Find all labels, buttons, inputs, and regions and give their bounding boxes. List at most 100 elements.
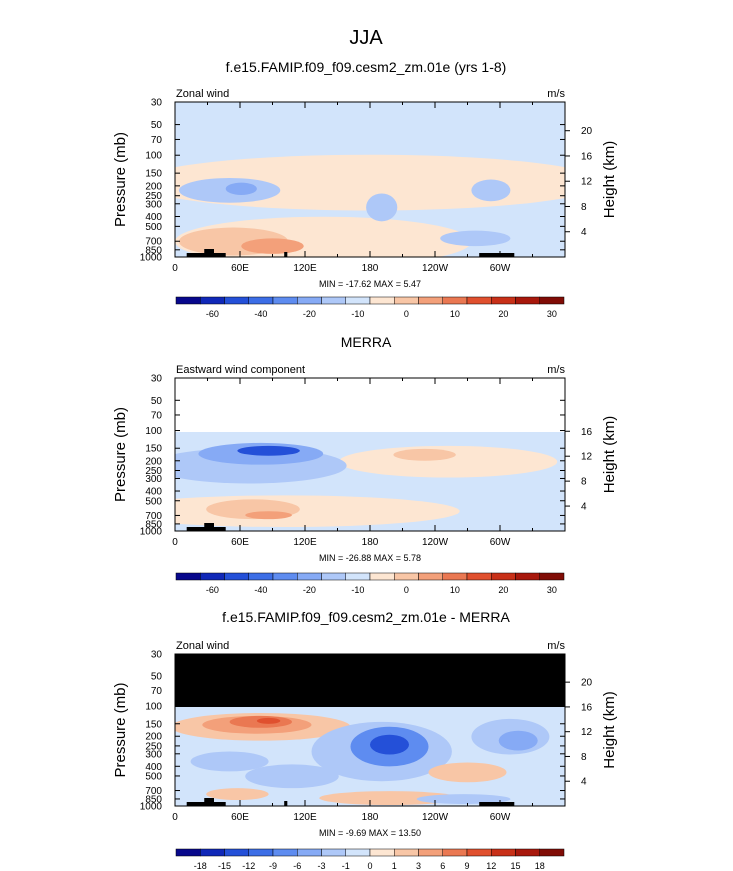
y2-tick-label: 8 bbox=[581, 477, 587, 488]
colorbar-swatch bbox=[442, 296, 468, 305]
y2-tick-label: 12 bbox=[581, 452, 593, 463]
colorbar-swatch bbox=[466, 296, 492, 305]
y-tick-label: 50 bbox=[151, 672, 163, 683]
x-tick-label: 60W bbox=[490, 263, 511, 274]
y-tick-label: 500 bbox=[145, 771, 162, 782]
colorbar-swatch bbox=[272, 572, 298, 581]
y-tick-label: 1000 bbox=[140, 802, 163, 813]
colorbar-label: -20 bbox=[303, 309, 316, 319]
colorbar-swatch bbox=[369, 572, 395, 581]
panel-3: f.e15.FAMIP.f09_f09.cesm2_zm.01e - MERRA… bbox=[112, 609, 618, 871]
colorbar-label: 3 bbox=[416, 861, 421, 871]
y2-tick-label: 4 bbox=[581, 777, 587, 788]
colorbar-swatch bbox=[200, 296, 225, 305]
colorbar-swatch bbox=[272, 848, 298, 857]
x-tick-label: 60W bbox=[490, 537, 511, 548]
y-tick-label: 1000 bbox=[140, 253, 163, 264]
y-tick-label: 30 bbox=[151, 650, 163, 661]
y2-axis-label: Height (km) bbox=[601, 691, 618, 769]
colorbar-swatch bbox=[539, 572, 565, 581]
colorbar-swatch bbox=[491, 572, 516, 581]
field-label: Eastward wind component bbox=[176, 364, 305, 376]
colorbar-swatch bbox=[248, 296, 274, 305]
y-tick-label: 300 bbox=[145, 474, 162, 485]
x-tick-label: 60E bbox=[231, 812, 249, 823]
x-tick-label: 120W bbox=[422, 537, 449, 548]
colorbar-swatch bbox=[297, 296, 322, 305]
x-tick-label: 180 bbox=[362, 263, 379, 274]
colorbar-label: 12 bbox=[486, 861, 496, 871]
panel-1: f.e15.FAMIP.f09_f09.cesm2_zm.01e (yrs 1-… bbox=[112, 59, 618, 319]
y-tick-label: 700 bbox=[145, 511, 162, 522]
colorbar-swatch bbox=[321, 296, 346, 305]
colorbar-swatch bbox=[466, 572, 492, 581]
y2-tick-label: 8 bbox=[581, 202, 587, 213]
contour-region bbox=[393, 448, 456, 461]
units-label: m/s bbox=[547, 88, 565, 100]
contour-region bbox=[366, 193, 398, 222]
y-tick-label: 30 bbox=[151, 374, 163, 385]
min-max-stats: MIN = -9.69 MAX = 13.50 bbox=[319, 828, 421, 838]
min-max-stats: MIN = -26.88 MAX = 5.78 bbox=[319, 553, 421, 563]
y-tick-label: 70 bbox=[151, 410, 163, 421]
colorbar-swatch bbox=[515, 572, 540, 581]
contour-region bbox=[245, 764, 339, 789]
x-tick-label: 120E bbox=[293, 263, 317, 274]
colorbar-label: 30 bbox=[547, 585, 557, 595]
contour-region bbox=[225, 182, 257, 195]
terrain-mask bbox=[479, 802, 515, 806]
y-tick-label: 500 bbox=[145, 222, 162, 233]
colorbar-swatch bbox=[345, 848, 371, 857]
y-axis-label: Pressure (mb) bbox=[112, 407, 129, 502]
field-label: Zonal wind bbox=[176, 88, 229, 100]
colorbar-swatch bbox=[515, 296, 540, 305]
colorbar-swatch bbox=[248, 572, 274, 581]
y-tick-label: 400 bbox=[145, 212, 162, 223]
panels: f.e15.FAMIP.f09_f09.cesm2_zm.01e (yrs 1-… bbox=[112, 59, 618, 871]
x-tick-label: 0 bbox=[172, 812, 178, 823]
contour-region bbox=[237, 445, 300, 456]
contour-region bbox=[428, 762, 507, 783]
contour-region bbox=[416, 794, 511, 805]
colorbar-swatch bbox=[224, 572, 249, 581]
contour-region bbox=[256, 717, 281, 724]
terrain-mask bbox=[204, 249, 214, 257]
contour-region bbox=[440, 230, 511, 247]
terrain-mask bbox=[284, 801, 288, 806]
contour-region bbox=[241, 238, 304, 254]
y-tick-label: 850 bbox=[145, 245, 162, 256]
colorbar-label: -15 bbox=[218, 861, 231, 871]
colorbar-swatch bbox=[442, 572, 468, 581]
colorbar-swatch bbox=[539, 296, 565, 305]
panel-title: f.e15.FAMIP.f09_f09.cesm2_zm.01e - MERRA bbox=[222, 609, 510, 625]
x-tick-label: 60E bbox=[231, 537, 249, 548]
y2-tick-label: 12 bbox=[581, 727, 593, 738]
colorbar-swatch bbox=[200, 572, 225, 581]
y2-tick-label: 16 bbox=[581, 151, 593, 162]
y-tick-label: 250 bbox=[145, 466, 162, 477]
colorbar-swatch bbox=[272, 296, 298, 305]
y2-tick-label: 4 bbox=[581, 227, 587, 238]
panel-title: f.e15.FAMIP.f09_f09.cesm2_zm.01e (yrs 1-… bbox=[226, 59, 507, 75]
figure-title: JJA bbox=[349, 27, 383, 49]
y2-tick-label: 16 bbox=[581, 427, 593, 438]
colorbar-swatch bbox=[345, 296, 371, 305]
y-tick-label: 1000 bbox=[140, 527, 163, 538]
y-tick-label: 70 bbox=[151, 135, 163, 146]
colorbar-label: -40 bbox=[254, 585, 267, 595]
y-tick-label: 250 bbox=[145, 741, 162, 752]
y-tick-label: 150 bbox=[145, 169, 162, 180]
colorbar-swatch bbox=[442, 848, 468, 857]
colorbar-swatch bbox=[418, 296, 443, 305]
x-tick-label: 120W bbox=[422, 263, 449, 274]
colorbar-label: 1 bbox=[392, 861, 397, 871]
colorbar-label: 0 bbox=[404, 585, 409, 595]
y2-axis-label: Height (km) bbox=[601, 141, 618, 219]
y2-tick-label: 16 bbox=[581, 702, 593, 713]
x-tick-label: 180 bbox=[362, 537, 379, 548]
y-tick-label: 200 bbox=[145, 181, 162, 192]
colorbar-label: -3 bbox=[317, 861, 325, 871]
y2-axis-label: Height (km) bbox=[601, 416, 618, 494]
colorbar-swatch bbox=[200, 848, 225, 857]
colorbar-label: -12 bbox=[242, 861, 255, 871]
